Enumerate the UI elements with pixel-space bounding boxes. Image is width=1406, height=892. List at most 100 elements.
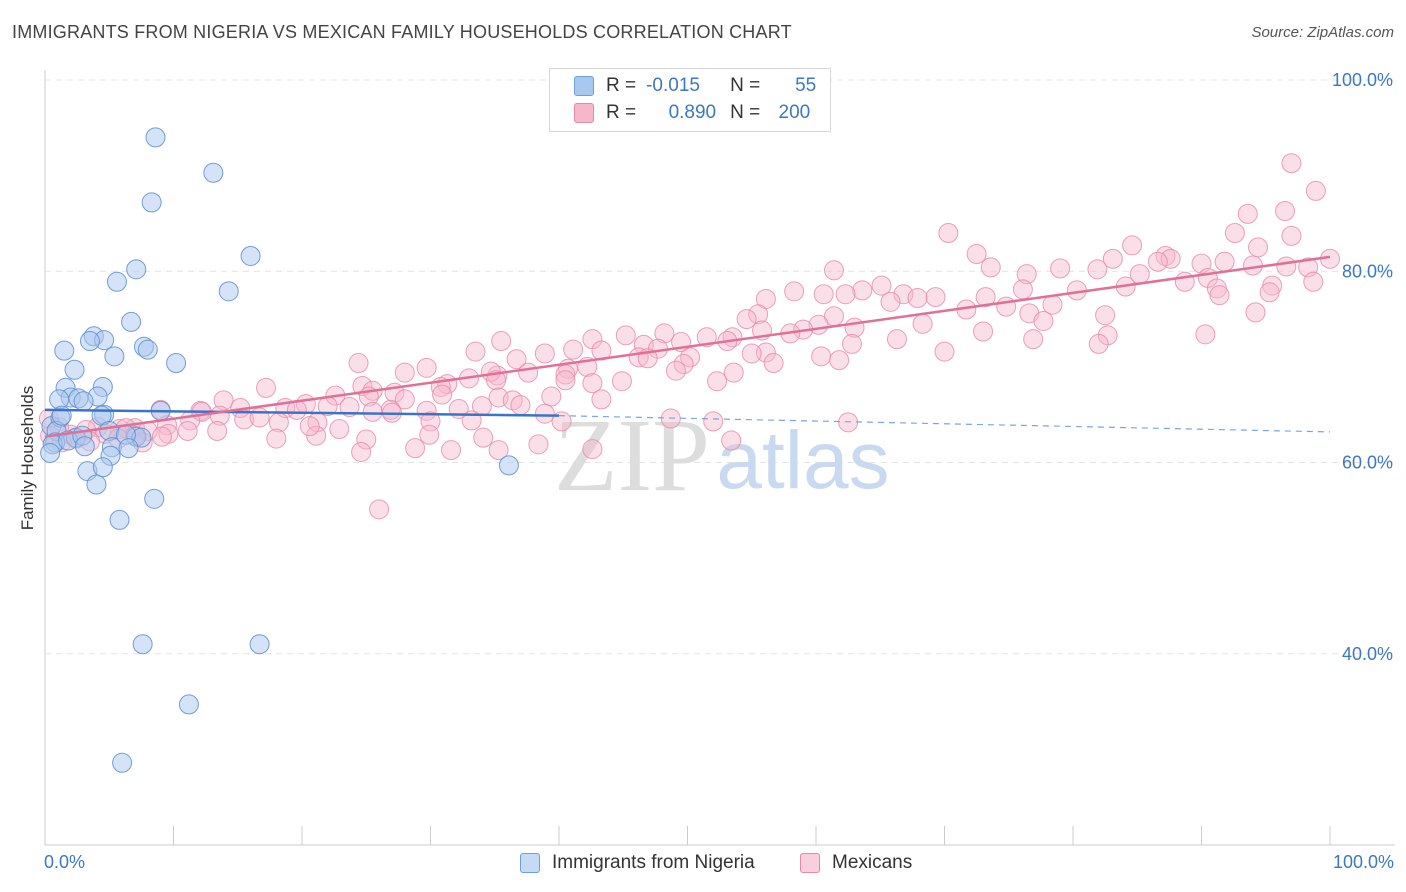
mexicans-point xyxy=(1033,310,1054,331)
mexicans-point xyxy=(1281,225,1302,246)
nigeria-point xyxy=(54,340,75,361)
mexicans-point xyxy=(351,441,372,462)
mexicans-point xyxy=(582,439,603,460)
mexicans-point xyxy=(784,281,805,302)
mexicans-point xyxy=(528,434,549,455)
mexicans-point xyxy=(975,287,996,308)
mexicans-point xyxy=(473,427,494,448)
mexicans-point xyxy=(486,370,507,391)
mexicans-point xyxy=(541,386,562,407)
nigeria-point xyxy=(79,331,100,352)
nigeria-point xyxy=(145,127,166,148)
legend-r-label: R = xyxy=(606,75,637,96)
mexicans-point xyxy=(748,304,769,325)
mexicans-point xyxy=(394,389,415,410)
bottom-legend-label-mexicans: Mexicans xyxy=(832,852,913,873)
mexicans-point xyxy=(534,403,555,424)
nigeria-trend-line xyxy=(44,408,560,417)
mexicans-point xyxy=(465,341,486,362)
nigeria-point xyxy=(118,438,139,459)
mexicans-point xyxy=(555,370,576,391)
legend-n-value-mexicans: 200 xyxy=(778,102,811,123)
mexicans-point xyxy=(266,428,287,449)
mexicans-point xyxy=(907,288,928,309)
mexicans-point xyxy=(673,354,694,375)
mexicans-point xyxy=(1016,264,1037,285)
mexicans-point xyxy=(996,296,1017,317)
mexicans-point xyxy=(1245,302,1266,323)
mexicans-point xyxy=(1122,235,1143,256)
mexicans-point xyxy=(591,340,612,361)
mexicans-point xyxy=(1095,305,1116,326)
mexicans-point xyxy=(213,390,234,411)
mexicans-point xyxy=(249,407,270,428)
mexicans-point xyxy=(829,350,850,371)
x-tick-label-min: 0.0% xyxy=(44,852,86,872)
mexicans-point xyxy=(980,257,1001,278)
mexicans-point xyxy=(518,362,539,383)
mexicans-point xyxy=(1102,248,1123,269)
mexicans-point xyxy=(1276,256,1297,277)
mexicans-point xyxy=(966,244,987,265)
mexicans-point xyxy=(419,424,440,445)
mexicans-point xyxy=(1087,259,1108,280)
nigeria-point xyxy=(64,359,85,380)
mexicans-point xyxy=(813,284,834,305)
mexicans-point xyxy=(938,223,959,243)
nigeria-point xyxy=(218,281,239,302)
mexicans-point xyxy=(491,331,512,352)
mexicans-point xyxy=(348,353,369,374)
mexicans-point xyxy=(654,323,675,344)
nigeria-point xyxy=(40,442,61,463)
mexicans-point xyxy=(721,430,742,451)
nigeria-point xyxy=(498,455,519,476)
mexicans-point xyxy=(534,343,555,364)
mexicans-point xyxy=(151,426,172,447)
mexicans-trend-line xyxy=(44,255,1331,438)
mexicans-point xyxy=(1160,248,1181,269)
mexicans-point xyxy=(591,389,612,410)
mexicans-point xyxy=(615,325,636,346)
mexicans-point xyxy=(886,329,907,350)
legend-r-value-mexicans: 0.890 xyxy=(668,102,717,123)
mexicans-point xyxy=(741,343,762,364)
mexicans-point xyxy=(416,400,437,421)
mexicans-point xyxy=(299,416,320,437)
legend-n-value-nigeria: 55 xyxy=(795,75,817,96)
y-tick-label: 100.0% xyxy=(1332,70,1393,90)
mexicans-point xyxy=(811,346,832,367)
mexicans-point xyxy=(1281,153,1302,174)
mexicans-point xyxy=(1275,201,1296,222)
watermark: ZIP atlas xyxy=(554,398,890,513)
mexicans-point xyxy=(1237,203,1258,224)
watermark-atlas: atlas xyxy=(716,415,889,506)
mexicans-point xyxy=(763,353,784,374)
y-tick-label: 40.0% xyxy=(1342,644,1393,664)
legend-r-label: R = xyxy=(606,102,637,123)
mexicans-point xyxy=(611,371,632,392)
mexicans-point xyxy=(432,384,453,405)
x-axis-ticks xyxy=(173,826,1331,845)
nigeria-point xyxy=(203,162,224,183)
bottom-legend-swatch-mexicans xyxy=(800,853,820,873)
mexicans-point xyxy=(703,411,724,432)
nigeria-point xyxy=(178,694,199,715)
mexicans-point xyxy=(665,360,686,381)
mexicans-point xyxy=(1088,333,1109,354)
nigeria-point xyxy=(106,271,127,292)
source-label: Source: ZipAtlas.com xyxy=(1251,24,1394,41)
mexicans-point xyxy=(1248,237,1269,258)
nigeria-points xyxy=(40,127,519,773)
legend-row-nigeria: R = -0.015 N = 55 xyxy=(574,74,816,98)
mexicans-point xyxy=(1023,329,1044,350)
trend-lines xyxy=(44,255,1331,438)
legend-n-label: N = xyxy=(730,75,761,96)
mexicans-point xyxy=(707,371,728,392)
bottom-legend-swatch-nigeria xyxy=(520,853,540,873)
nigeria-point xyxy=(104,346,125,367)
mexicans-point xyxy=(912,313,933,334)
chart-title: IMMIGRANTS FROM NIGERIA VS MEXICAN FAMIL… xyxy=(12,22,792,42)
mexicans-point xyxy=(256,377,277,398)
mexicans-point xyxy=(356,429,377,450)
